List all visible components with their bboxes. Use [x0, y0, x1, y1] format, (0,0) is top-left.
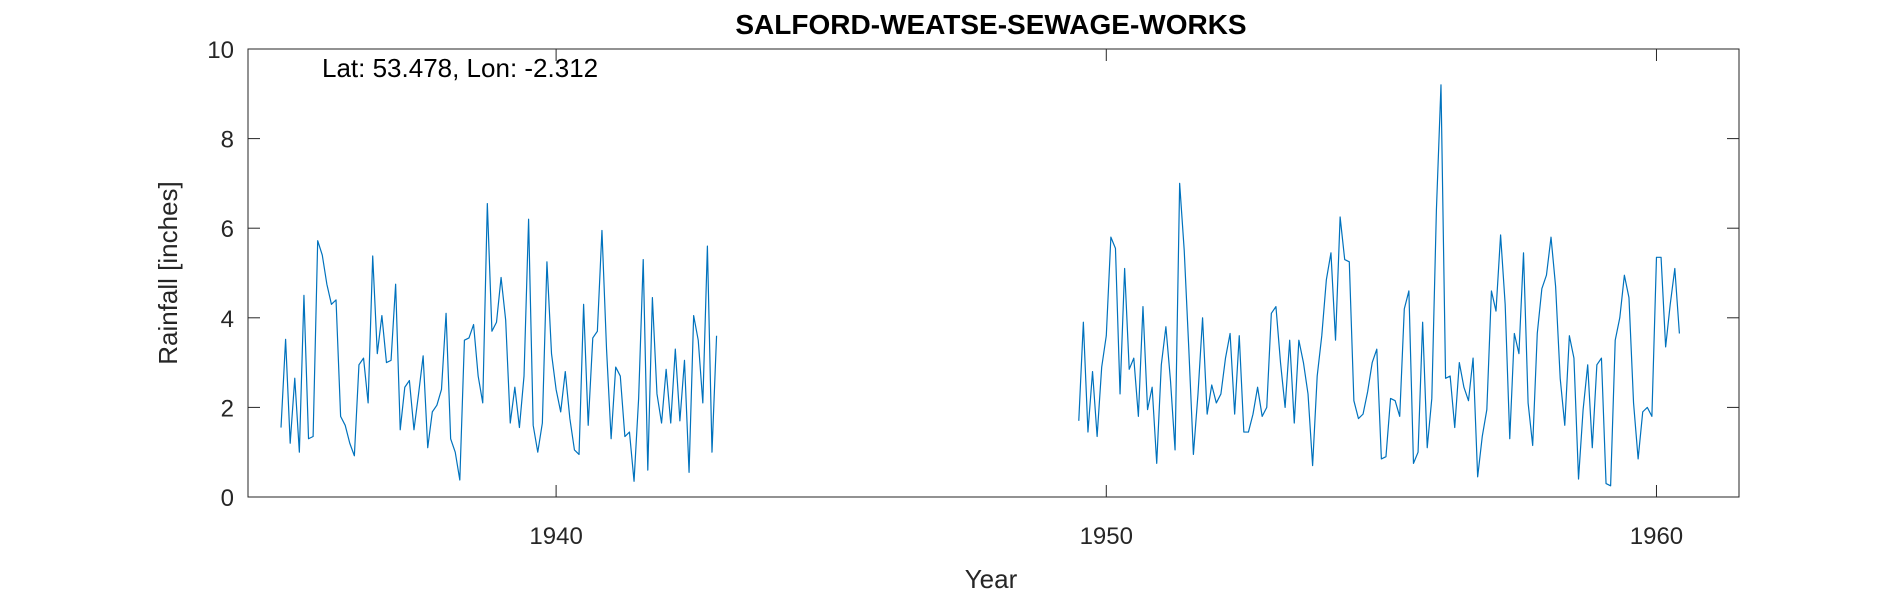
y-tick-label: 2	[221, 395, 234, 422]
plot-area-box	[247, 48, 1740, 498]
y-tick-label: 4	[221, 306, 234, 333]
x-ticks: 1940 1950 1960	[529, 49, 1683, 550]
x-tick-label: 1960	[1630, 523, 1683, 550]
rainfall-series-line-2	[1078, 84, 1680, 487]
y-tick-label: 6	[221, 216, 234, 243]
y-axis-label: Rainfall [inches]	[153, 181, 183, 365]
x-tick-label: 1950	[1080, 523, 1133, 550]
y-tick-label: 10	[207, 37, 234, 64]
rainfall-series-line-1	[280, 202, 718, 482]
y-tick-label: 0	[221, 485, 234, 512]
y-tick-label: 8	[221, 127, 234, 154]
axes	[247, 48, 1740, 498]
x-tick-label: 1940	[529, 523, 582, 550]
y-ticks: 0 2 4 6 8 10	[207, 37, 1739, 512]
chart-title: SALFORD-WEATSE-SEWAGE-WORKS	[735, 9, 1246, 40]
location-annotation: Lat: 53.478, Lon: -2.312	[322, 53, 598, 83]
series-lines	[280, 84, 1680, 487]
x-axis-label: Year	[965, 564, 1018, 591]
